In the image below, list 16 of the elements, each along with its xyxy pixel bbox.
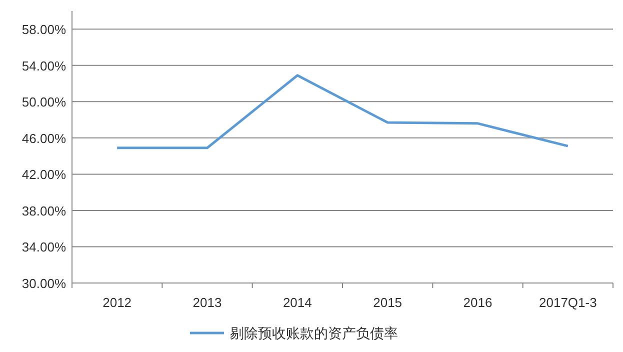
x-tick-label: 2013 [192, 295, 222, 310]
line-series [116, 74, 570, 150]
y-tick-label: 42.00% [22, 167, 66, 182]
y-tick-label: 54.00% [22, 58, 66, 74]
legend-label: 剔除预收账款的资产负债率 [230, 325, 398, 341]
y-tick-label: 50.00% [22, 94, 66, 110]
x-tick-label: 2017Q1-3 [539, 295, 597, 310]
x-tick-label: 2016 [463, 295, 492, 310]
y-tick-label: 30.00% [22, 276, 66, 291]
y-tick-label: 46.00% [22, 130, 66, 146]
y-tick-label: 38.00% [22, 203, 66, 218]
x-tick-label: 2014 [282, 295, 312, 310]
y-tick-label: 58.00% [22, 22, 66, 38]
y-tick-label: 34.00% [22, 240, 66, 255]
x-tick-label: 2015 [373, 295, 402, 310]
x-tick-label: 2012 [102, 295, 132, 310]
